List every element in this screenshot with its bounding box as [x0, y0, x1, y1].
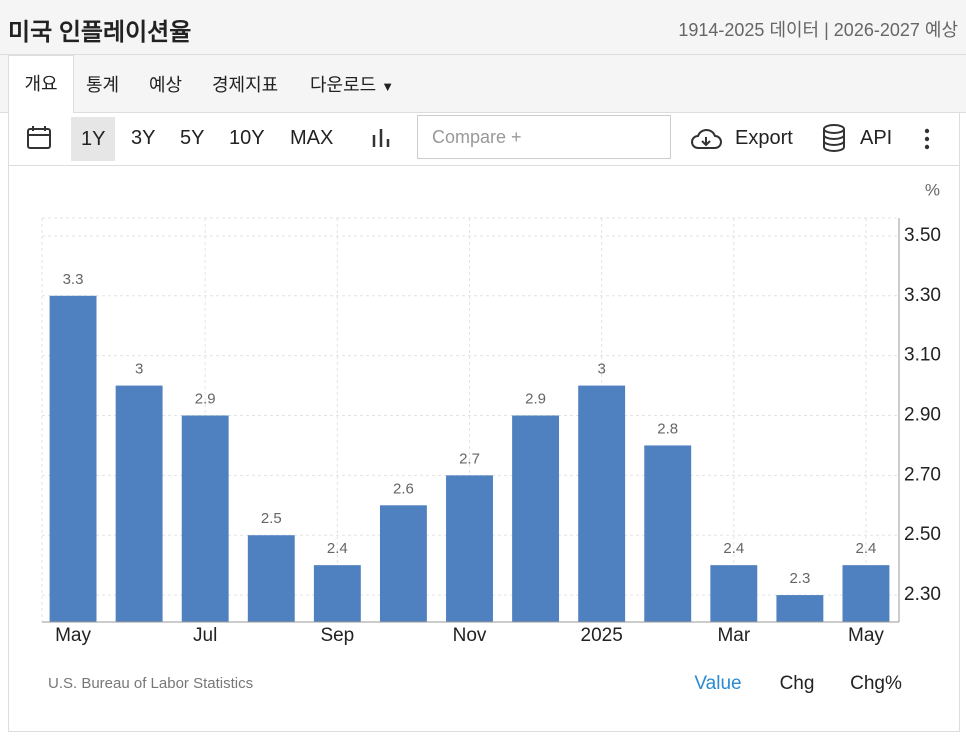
dropdown-arrow: ▼ [381, 79, 395, 94]
data-label: 2.4 [327, 540, 348, 557]
tab[interactable]: 통계 [86, 75, 120, 95]
chart-container [8, 165, 960, 732]
x-tick-label: 2025 [581, 625, 623, 646]
bar [247, 535, 295, 622]
compare-input[interactable]: Compare + [417, 115, 671, 159]
range-button[interactable]: 1Y [71, 117, 116, 161]
bar [710, 565, 758, 622]
x-tick-label: Jul [193, 625, 217, 646]
api-button[interactable]: API [860, 127, 893, 149]
source: U.S. Bureau of Labor Statistics [48, 675, 253, 692]
mode-toggle[interactable]: Chg% [850, 673, 902, 694]
data-label: 2.5 [261, 510, 282, 527]
data-label: 2.4 [856, 540, 877, 557]
data-label: 2.7 [459, 450, 480, 467]
bar [842, 565, 890, 622]
calendar-icon[interactable] [26, 125, 52, 151]
range-button[interactable]: 3Y [131, 127, 156, 149]
cloud-icon [691, 129, 722, 149]
data-label: 2.8 [657, 420, 678, 437]
bar [181, 415, 229, 622]
tab-bar: 개요 통계 예상 경제지표 다운로드 ▼ [0, 55, 966, 114]
bar [776, 595, 824, 622]
x-tick-label: Mar [717, 625, 750, 646]
tab[interactable]: 개요 [8, 55, 74, 114]
x-tick-label: Nov [453, 625, 487, 646]
bar [313, 565, 361, 622]
bar [379, 505, 427, 622]
tab[interactable]: 예상 [149, 75, 183, 95]
y-tick-label: 2.70 [904, 464, 941, 485]
range-button[interactable]: MAX [290, 127, 334, 149]
export-button[interactable]: Export [735, 127, 793, 149]
bar [115, 385, 163, 622]
y-tick-label: 3.50 [904, 225, 941, 246]
more-menu[interactable] [923, 127, 931, 151]
bar [512, 415, 560, 622]
unit-label: % [925, 180, 940, 199]
tab[interactable]: 다운로드 ▼ [310, 71, 394, 97]
y-tick-label: 2.50 [904, 524, 941, 545]
x-tick-label: May [848, 625, 884, 646]
bar [578, 385, 626, 622]
page-title: 미국 인플레이션율 [8, 19, 192, 46]
tab-label: 다운로드 [310, 75, 377, 95]
data-range-info: 1914-2025 데이터 | 2026-2027 예상 [678, 20, 958, 40]
y-tick-label: 2.30 [904, 584, 941, 605]
bar [644, 445, 692, 622]
tab[interactable]: 경제지표 [212, 75, 279, 95]
chart-type-icon[interactable] [371, 127, 393, 149]
bar [49, 295, 97, 622]
y-tick-label: 3.10 [904, 345, 941, 366]
range-button[interactable]: 10Y [229, 127, 265, 149]
data-label: 2.9 [195, 390, 216, 407]
data-label: 2.6 [393, 480, 414, 497]
data-label: 3.3 [63, 271, 84, 288]
x-tick-label: Sep [320, 625, 354, 646]
y-tick-label: 2.90 [904, 405, 941, 426]
database-icon [823, 124, 845, 152]
mode-toggle[interactable]: Value [694, 673, 741, 694]
data-label: 2.3 [789, 570, 810, 587]
header: 미국 인플레이션율 1914-2025 데이터 | 2026-2027 예상 [0, 0, 966, 55]
data-label: 2.9 [525, 390, 546, 407]
mode-toggle[interactable]: Chg [780, 673, 815, 694]
toolbar: 1Y 3Y 5Y 10Y MAX Compare + Export API [8, 113, 960, 166]
bar [446, 475, 493, 622]
data-label: 3 [135, 361, 143, 378]
data-label: 2.4 [723, 540, 744, 557]
range-button[interactable]: 5Y [180, 127, 205, 149]
data-label: 3 [597, 361, 605, 378]
y-tick-label: 3.30 [904, 285, 941, 306]
x-tick-label: May [55, 625, 91, 646]
